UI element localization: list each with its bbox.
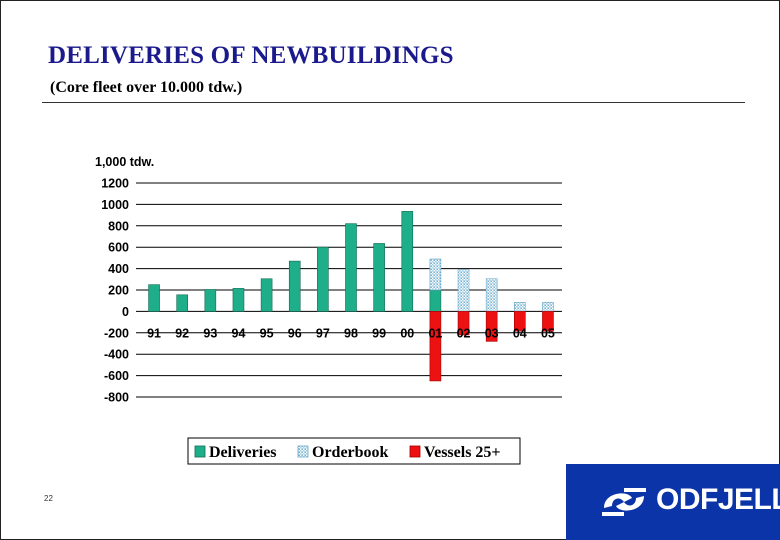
y-tick-label: -400 <box>104 348 129 362</box>
y-tick-label: 1200 <box>101 177 129 191</box>
y-tick-label: 800 <box>108 219 129 233</box>
deliveries-bar <box>204 289 217 312</box>
legend-label: Vessels 25+ <box>424 444 501 461</box>
x-tick-label: 97 <box>316 326 330 340</box>
vessels-25-bar <box>457 311 470 336</box>
legend-label: Deliveries <box>209 444 277 461</box>
page-number: 22 <box>44 494 53 503</box>
orderbook-bar <box>513 302 526 312</box>
x-tick-label: 00 <box>400 326 414 340</box>
deliveries-bar <box>429 289 442 312</box>
deliveries-bar <box>345 223 357 312</box>
y-tick-label: -600 <box>104 369 129 383</box>
deliveries-bar <box>373 243 385 312</box>
y-tick-label: 400 <box>108 262 129 276</box>
y-tick-label: 600 <box>108 241 129 255</box>
page-subtitle: (Core fleet over 10.000 tdw.) <box>50 79 243 96</box>
title-divider <box>42 102 745 103</box>
x-tick-label: 93 <box>203 326 217 340</box>
y-tick-labels: 1200 1000 800 600 400 200 0 -200 -400 -600 -800 <box>101 177 129 405</box>
x-tick-label: 95 <box>260 326 274 340</box>
x-tick-label: 01 <box>428 326 442 340</box>
odfjell-logo-icon <box>602 488 646 516</box>
y-tick-label: 1000 <box>101 198 129 212</box>
x-tick-label: 91 <box>147 326 161 340</box>
deliveries-bar <box>148 284 160 312</box>
x-tick-label: 92 <box>175 326 189 340</box>
orderbook-bar <box>457 269 470 312</box>
legend-swatch <box>194 445 206 458</box>
x-tick-labels: 91 92 93 94 95 96 97 98 99 00 01 02 03 04 05 <box>147 326 555 340</box>
x-tick-label: 96 <box>288 326 302 340</box>
x-tick-label: 04 <box>513 326 527 340</box>
x-tick-label: 99 <box>372 326 386 340</box>
bars <box>148 211 554 382</box>
legend-swatch <box>409 445 421 458</box>
orderbook-bar <box>485 278 498 312</box>
page-title: DELIVERIES OF NEWBUILDINGS <box>48 42 454 69</box>
deliveries-bar <box>176 294 188 312</box>
logo-wordmark: ODFJELL <box>656 483 780 516</box>
deliveries-bar <box>232 288 245 312</box>
x-tick-label: 94 <box>232 326 246 340</box>
vessels-25-bar <box>429 311 442 382</box>
y-tick-label: -200 <box>104 326 129 340</box>
deliveries-bar <box>401 211 414 312</box>
vessels-25-bar <box>542 311 554 332</box>
y-tick-label: 0 <box>122 305 129 319</box>
x-tick-label: 03 <box>485 326 499 340</box>
orderbook-bar <box>429 258 442 291</box>
deliveries-bar <box>260 278 273 312</box>
legend-swatch <box>297 445 309 458</box>
x-tick-label: 98 <box>344 326 358 340</box>
legend: Deliveries Orderbook Vessels 25+ <box>187 437 521 465</box>
y-tick-label: -800 <box>104 391 129 405</box>
orderbook-bar <box>542 302 554 312</box>
legend-label: Orderbook <box>312 444 389 461</box>
x-tick-label: 05 <box>541 326 555 340</box>
logo-banner: ODFJELL <box>566 464 780 540</box>
deliveries-bar <box>317 246 329 312</box>
vessels-25-bar <box>513 311 526 332</box>
y-axis-unit-label: 1,000 tdw. <box>95 155 154 169</box>
vessels-25-bar <box>485 311 498 342</box>
y-tick-label: 200 <box>108 284 129 298</box>
legend-box <box>187 437 521 465</box>
deliveries-bar <box>288 260 301 312</box>
x-tick-label: 02 <box>457 326 471 340</box>
